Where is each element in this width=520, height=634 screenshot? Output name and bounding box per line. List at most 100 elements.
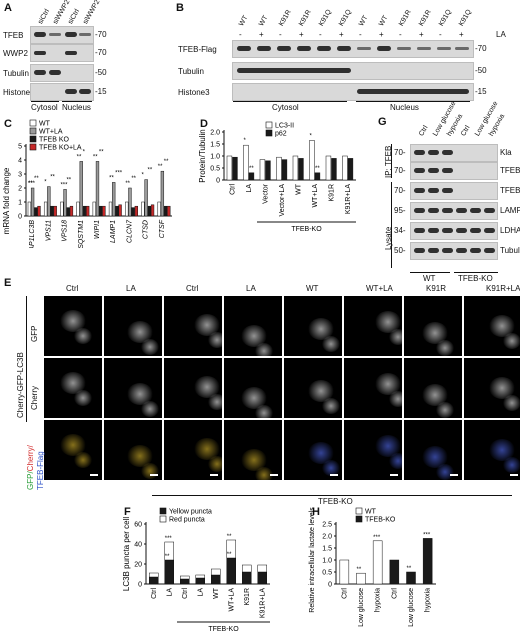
legend-label: TFEB KO+LA <box>39 145 82 152</box>
band <box>414 150 425 155</box>
x-tick-label: K91R <box>328 184 335 202</box>
legend-label: TFEB-KO <box>365 517 396 524</box>
band <box>428 208 439 213</box>
band <box>442 248 453 253</box>
merge-label-flag: TFEB-Flag <box>36 451 45 490</box>
panel-label-b: B <box>176 2 184 14</box>
scale-bar <box>90 474 98 476</box>
row-label: Tubulin <box>500 246 520 255</box>
cell-body <box>255 467 273 480</box>
cell-body <box>503 333 520 349</box>
bar <box>422 538 433 585</box>
micrograph <box>284 358 342 418</box>
micrograph <box>104 420 162 480</box>
band <box>414 208 425 213</box>
lane-label: Ctrl <box>460 124 472 138</box>
y-tick-label: 1.5 <box>322 546 332 553</box>
significance-mark: ** <box>249 166 254 172</box>
x-tick-label: Ctrl <box>229 184 236 195</box>
y-axis-label: LC3B puncta per cell <box>122 517 131 591</box>
row-label: Histone3 <box>3 88 35 97</box>
bar <box>53 205 57 217</box>
cell-body <box>194 438 220 460</box>
bar <box>281 159 288 181</box>
cell-body <box>389 329 402 345</box>
bar <box>226 557 236 585</box>
bar <box>339 559 350 585</box>
panel-label-e: E <box>4 277 12 289</box>
bar <box>276 156 282 181</box>
bar <box>314 172 321 181</box>
la-sign: - <box>439 30 442 39</box>
la-sign: - <box>279 30 282 39</box>
scale-bar <box>450 474 458 476</box>
row-label: WWP2 <box>3 49 28 58</box>
micrograph <box>344 420 402 480</box>
cell-body <box>436 340 454 356</box>
bar <box>95 161 100 217</box>
cell-body <box>436 464 454 480</box>
bar <box>167 205 171 217</box>
significance-mark: ** <box>66 177 71 183</box>
bar <box>76 201 80 217</box>
x-tick-label: Vector+LA <box>279 184 286 217</box>
legend-swatch <box>29 127 37 135</box>
x-tick-label: Vector <box>262 183 269 204</box>
bar <box>50 205 54 217</box>
legend-swatch <box>159 507 167 515</box>
group-label: TFEB-KO <box>291 226 322 233</box>
lane-label: K91Q <box>338 8 354 28</box>
band <box>414 228 425 233</box>
la-sign: + <box>459 30 464 39</box>
mw-marker: -70 <box>95 48 107 57</box>
group-label: TFEB-KO <box>458 274 493 283</box>
micrograph <box>344 296 402 356</box>
bar <box>164 559 174 585</box>
cell-body <box>255 405 273 418</box>
cell-body <box>489 439 515 461</box>
group-label: WT <box>423 274 436 283</box>
row-label: GFP <box>30 325 39 342</box>
significance-mark: * <box>310 133 313 139</box>
lane-label: siCtrl <box>37 8 52 26</box>
bar <box>63 189 67 217</box>
significance-mark: ** <box>315 166 320 172</box>
significance-mark: ** <box>131 176 136 182</box>
band <box>428 228 439 233</box>
blot-strip <box>410 242 498 260</box>
bar <box>115 205 119 217</box>
cell-body <box>308 380 334 402</box>
row-label: LAMP1 <box>500 206 520 215</box>
mw-marker: 95- <box>394 206 406 215</box>
scale-bar <box>330 474 338 476</box>
scale-bar <box>510 474 518 476</box>
x-tick-label: Low glucose <box>408 588 415 627</box>
lane-label: WT <box>378 14 390 28</box>
row-label: TFEB <box>500 186 520 195</box>
bar <box>292 155 299 181</box>
blot-strip <box>410 222 498 240</box>
bar <box>242 571 252 585</box>
cell-body <box>422 446 448 468</box>
significance-mark: *** <box>60 182 68 188</box>
bar <box>82 205 87 217</box>
cell-body <box>308 318 334 340</box>
y-tick-label: 2.0 <box>210 130 220 137</box>
significance-mark: ** <box>227 534 232 540</box>
micrograph <box>224 420 282 480</box>
bar <box>150 204 155 217</box>
cell-body <box>308 442 334 464</box>
micrograph <box>464 358 520 418</box>
bar <box>79 161 83 217</box>
merge-label: GFP/Cherry/ <box>26 445 35 490</box>
panel-label-h: H <box>312 506 320 518</box>
y-axis-label: mRNA fold change <box>2 167 11 234</box>
significance-mark: *** <box>423 532 431 538</box>
bar <box>211 568 221 576</box>
y-tick-label: 2 <box>18 186 22 193</box>
significance-mark: ** <box>148 168 153 174</box>
micrograph <box>164 296 222 356</box>
scale-bar <box>210 474 218 476</box>
legend-swatch <box>265 121 273 129</box>
bar <box>163 205 168 217</box>
